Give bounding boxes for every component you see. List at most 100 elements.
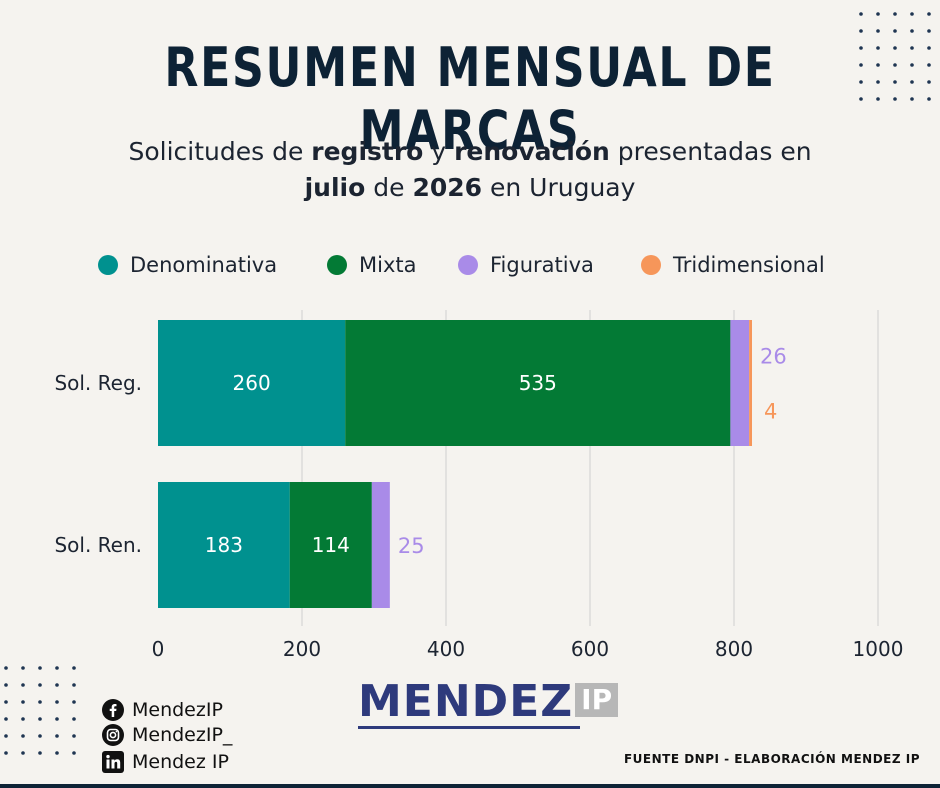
decorative-dot: [72, 683, 76, 687]
legend-swatch-tridimensional: [641, 255, 661, 275]
decorative-dot: [72, 666, 76, 670]
x-tick-label: 600: [571, 637, 609, 661]
data-label: 25: [398, 534, 425, 558]
decorative-dot: [859, 80, 863, 84]
decorative-dot: [927, 63, 931, 67]
decorative-dot: [4, 751, 8, 755]
social-linkedin[interactable]: Mendez IP: [102, 751, 229, 773]
x-tick-label: 1000: [853, 637, 904, 661]
x-tick-label: 200: [283, 637, 321, 661]
decorative-dot: [72, 734, 76, 738]
bar-segment: [158, 482, 290, 608]
social-facebook[interactable]: MendezIP: [102, 699, 223, 721]
decorative-dot: [72, 751, 76, 755]
bar-segment: [289, 482, 372, 608]
instagram-icon: [102, 724, 124, 746]
decorative-dot: [876, 80, 880, 84]
decorative-dot: [55, 751, 59, 755]
decorative-dot: [859, 12, 863, 16]
decorative-dot: [4, 666, 8, 670]
legend-swatch-denominativa: [98, 255, 118, 275]
bar-segment: [345, 320, 731, 446]
decorative-dot: [910, 63, 914, 67]
decorative-dot: [893, 63, 897, 67]
decorative-dot: [21, 666, 25, 670]
decorative-dot: [55, 734, 59, 738]
decorative-dot: [38, 683, 42, 687]
social-instagram-label: MendezIP_: [132, 724, 233, 746]
chart-subtitle: Solicitudes de registro y renovación pre…: [128, 137, 812, 202]
decorative-dot: [38, 734, 42, 738]
decorative-dot: [38, 717, 42, 721]
decorative-dot: [893, 29, 897, 33]
decorative-dot: [876, 46, 880, 50]
y-category-label: Sol. Reg.: [54, 371, 142, 395]
decorative-dot: [21, 700, 25, 704]
decorative-dot: [927, 29, 931, 33]
decorative-dot: [927, 97, 931, 101]
decorative-dot: [910, 29, 914, 33]
bottom-bar: [0, 784, 940, 788]
legend-item-denominativa: Denominativa: [98, 253, 277, 277]
x-tick-label: 400: [427, 637, 465, 661]
y-category-label: Sol. Ren.: [54, 533, 142, 557]
legend-label-figurativa: Figurativa: [490, 253, 594, 277]
bar-segment: [371, 482, 390, 608]
decorative-dots-top-right: [859, 12, 931, 101]
decorative-dot: [876, 97, 880, 101]
decorative-dot: [21, 717, 25, 721]
data-label: 260: [233, 371, 271, 395]
data-label: 183: [205, 533, 243, 557]
data-label: 4: [764, 399, 777, 423]
decorative-dot: [910, 46, 914, 50]
decorative-dot: [21, 751, 25, 755]
decorative-dot: [927, 46, 931, 50]
legend-label-mixta: Mixta: [359, 253, 417, 277]
logo-ip-box: IP: [575, 683, 619, 717]
decorative-dot: [4, 717, 8, 721]
decorative-dot: [859, 46, 863, 50]
source-note: FUENTE DNPI - ELABORACIÓN MENDEZ IP: [623, 752, 920, 766]
decorative-dot: [893, 46, 897, 50]
x-tick-label: 0: [152, 637, 165, 661]
social-facebook-label: MendezIP: [132, 699, 223, 721]
legend-swatch-mixta: [327, 255, 347, 275]
decorative-dot: [4, 683, 8, 687]
decorative-dot: [927, 80, 931, 84]
decorative-dot: [55, 683, 59, 687]
social-linkedin-label: Mendez IP: [132, 751, 229, 773]
legend-item-tridimensional: Tridimensional: [641, 253, 825, 277]
decorative-dot: [859, 29, 863, 33]
legend-label-tridimensional: Tridimensional: [673, 253, 825, 277]
decorative-dot: [910, 80, 914, 84]
decorative-dot: [21, 734, 25, 738]
legend-swatch-figurativa: [458, 255, 478, 275]
decorative-dot: [55, 700, 59, 704]
decorative-dot: [893, 12, 897, 16]
mendez-ip-logo: MENDEZ IP: [358, 676, 619, 729]
page-title: RESUMEN MENSUAL DE MARCAS: [164, 36, 776, 162]
decorative-dot: [876, 29, 880, 33]
bar-segment: [749, 320, 752, 446]
decorative-dot: [38, 751, 42, 755]
logo-main-text: MENDEZ: [358, 676, 574, 727]
decorative-dot: [859, 97, 863, 101]
decorative-dot: [55, 666, 59, 670]
decorative-dot: [55, 717, 59, 721]
data-label: 114: [312, 533, 350, 557]
linkedin-icon: [102, 751, 124, 773]
legend-item-mixta: Mixta: [327, 253, 416, 277]
bar-segment: [730, 320, 750, 446]
legend-item-figurativa: Figurativa: [458, 253, 594, 277]
decorative-dot: [4, 700, 8, 704]
data-label: 26: [760, 345, 787, 369]
legend-label-denominativa: Denominativa: [130, 253, 278, 277]
logo-underline: [358, 726, 580, 729]
social-instagram[interactable]: MendezIP_: [102, 724, 232, 746]
decorative-dot: [876, 63, 880, 67]
decorative-dot: [72, 717, 76, 721]
decorative-dot: [876, 12, 880, 16]
data-label: 535: [519, 371, 557, 395]
decorative-dot: [859, 63, 863, 67]
